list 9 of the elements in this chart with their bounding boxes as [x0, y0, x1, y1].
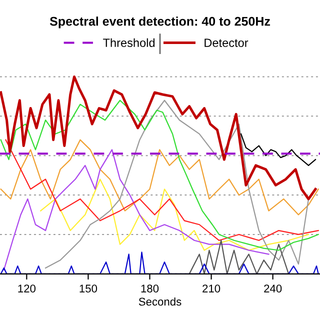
legend-label: Threshold — [103, 38, 155, 47]
x-tick-label: 240 — [264, 284, 282, 292]
legend-label: Detector — [204, 38, 248, 47]
x-tick-label: 180 — [141, 284, 159, 292]
x-tick-label: 120 — [18, 284, 36, 292]
x-tick-label: 150 — [80, 284, 98, 292]
x-tick-label: 210 — [202, 284, 220, 292]
x-axis-title: Seconds — [138, 297, 182, 306]
chart-title: Spectral event detection: 40 to 250Hz — [50, 16, 270, 28]
